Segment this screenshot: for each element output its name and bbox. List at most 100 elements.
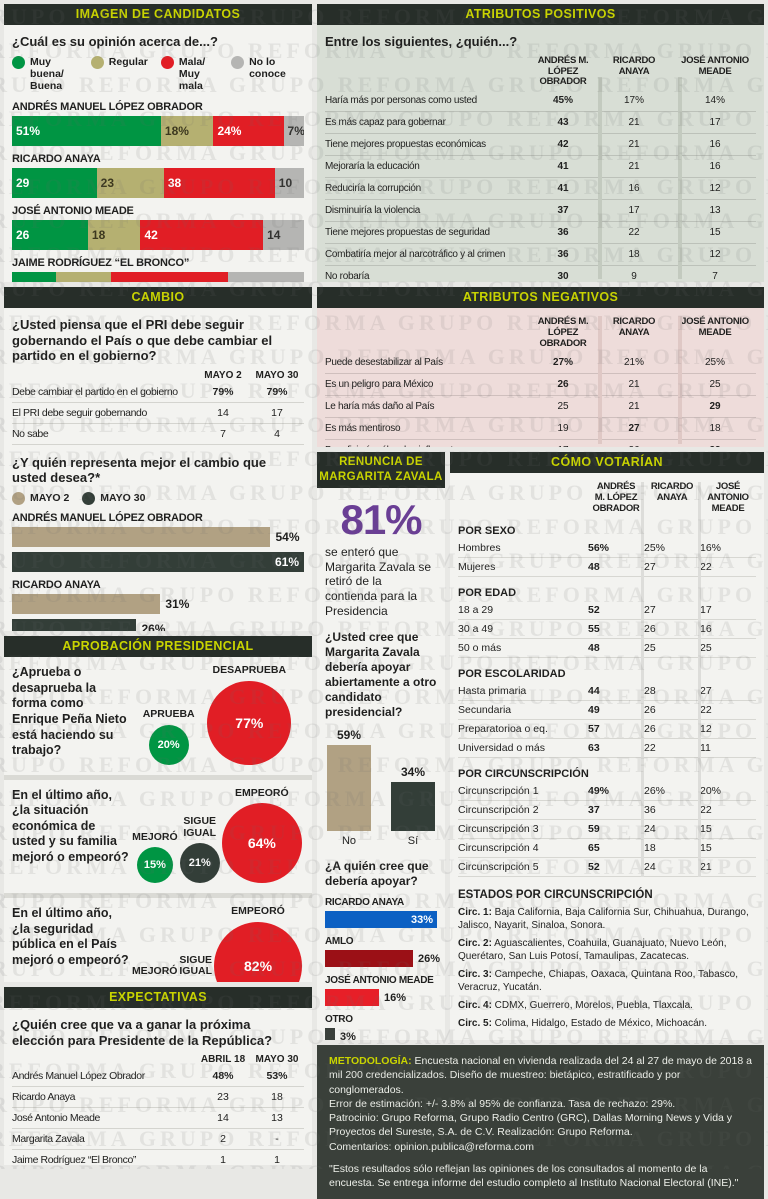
value-cell: 26: [644, 723, 700, 735]
aprobacion-section: APROBACIÓN PRESIDENCIAL ¿Aprueba o desap…: [4, 636, 312, 982]
column-divider: [598, 316, 602, 444]
row-label: Debe cambiar el partido en el gobierno: [12, 386, 196, 398]
estados-item: Circ. 3: Campeche, Chiapas, Oaxaca, Quin…: [458, 968, 756, 994]
renuncia-header: RENUNCIA DE MARGARITA ZAVALA: [317, 452, 445, 488]
value-cell: 43: [532, 117, 594, 128]
col-header: RICARDO ANAYA: [594, 56, 674, 89]
circle-item: SIGUE IGUAL8%: [179, 955, 212, 982]
bottom-row: RENUNCIA DE MARGARITA ZAVALA 81% se ente…: [317, 452, 764, 1040]
row-label: Preparatorioa o eq.: [458, 723, 588, 735]
value-cell: 26: [644, 623, 700, 635]
value-cell: 52: [588, 604, 644, 616]
imagen-candidatos-header: IMAGEN DE CANDIDATOS: [4, 4, 312, 25]
value-cell: 13: [674, 205, 756, 216]
estados-item-label: Circ. 2:: [458, 938, 492, 949]
row-label: José Antonio Meade: [12, 1112, 196, 1124]
value-cell: 27: [644, 604, 700, 616]
bar: 33%: [325, 911, 437, 928]
right-column: ATRIBUTOS POSITIVOS Entre los siguientes…: [317, 4, 764, 1165]
legend-swatch: [12, 492, 25, 505]
row-label: Circunscripción 5: [458, 861, 588, 873]
value-cell: 26: [594, 445, 674, 447]
metodologia-line: Patrocinio: Grupo Reforma, Grupo Radio C…: [329, 1111, 752, 1140]
bar: [325, 989, 379, 1006]
legend-label: Muy buena/ Buena: [30, 56, 78, 92]
circle-value: 15%: [137, 847, 173, 883]
legend-item: Muy buena/ Buena: [12, 56, 78, 92]
value-cell: 22: [700, 804, 756, 816]
value-cell: 59: [588, 823, 644, 835]
value-cell: 63: [588, 742, 644, 754]
estados-item-label: Circ. 4:: [458, 1000, 492, 1011]
value-cell: 15: [674, 227, 756, 238]
bar-value: 3%: [340, 1031, 356, 1040]
value-cell: 23: [196, 1091, 250, 1103]
row-label: El PRI debe seguir gobernando: [12, 407, 196, 419]
bar-segment: 19: [56, 272, 111, 282]
value-cell: 14: [196, 1112, 250, 1124]
legend-label: MAYO 2: [30, 492, 69, 504]
value-cell: 26: [532, 379, 594, 390]
value-cell: 13: [250, 1112, 304, 1124]
value-cell: 15: [700, 842, 756, 854]
circle-label: APRUEBA: [143, 709, 195, 721]
legend-item: MAYO 30: [82, 492, 145, 505]
circle-item: MEJORÓ8%: [132, 966, 178, 982]
value-cell: 26%: [644, 785, 700, 797]
aprobacion-question: ¿Aprueba o desaprueba la forma como Enri…: [12, 665, 130, 765]
renuncia-body: 81% se enteró que Margarita Zavala se re…: [317, 488, 445, 1040]
circle-label: MEJORÓ: [132, 966, 178, 978]
value-cell: 45%: [532, 95, 594, 106]
value-cell: 49%: [588, 785, 644, 797]
value-cell: 22: [644, 742, 700, 754]
column-divider: [698, 482, 701, 877]
value-cell: 12: [674, 249, 756, 260]
col-header: MAYO 30: [250, 370, 304, 381]
candidate-name: JOSÉ ANTONIO MEADE: [325, 975, 437, 986]
row-label: Es más capaz para gobernar: [325, 117, 532, 128]
value-cell: 79%: [250, 386, 304, 398]
bar-segment: 29: [12, 168, 97, 198]
value-cell: 42: [532, 139, 594, 150]
bar-segment: 26: [228, 272, 304, 282]
candidate-name: RICARDO ANAYA: [12, 153, 304, 165]
row-label: Haría más por personas como usted: [325, 95, 532, 106]
col-header: MAYO 2: [196, 370, 250, 381]
bar-segment: 14: [263, 220, 304, 250]
bar-segment: 10: [275, 168, 304, 198]
aprobacion-question: En el último año, ¿la seguridad pública …: [12, 906, 130, 982]
value-cell: 49: [588, 704, 644, 716]
table-row: Debe cambiar el partido en el gobierno 79…: [12, 382, 304, 403]
value-cell: 36: [532, 227, 594, 238]
value-cell: 21: [700, 861, 756, 873]
cambio-section: CAMBIO ¿Usted piensa que el PRI debe seg…: [4, 287, 312, 631]
value-cell: 4: [250, 428, 304, 440]
aprobacion-block: En el último año, ¿la situación económic…: [4, 780, 312, 899]
bar: 61%: [12, 552, 304, 572]
stacked-bar: 51%18%24%7%: [12, 116, 304, 146]
value-cell: 14%: [674, 95, 756, 106]
bar-row: 3%: [325, 1028, 437, 1040]
value-cell: 29: [674, 401, 756, 412]
row-label: Mujeres: [458, 561, 588, 573]
col-header: ANDRÉS M. LÓPEZ OBRADOR: [532, 317, 594, 350]
bar-group-name: ANDRÉS MANUEL LÓPEZ OBRADOR: [12, 512, 304, 524]
metodologia-line: METODOLOGÍA: Encuesta nacional en vivien…: [329, 1054, 752, 1097]
bar-row: 33%: [325, 911, 437, 928]
